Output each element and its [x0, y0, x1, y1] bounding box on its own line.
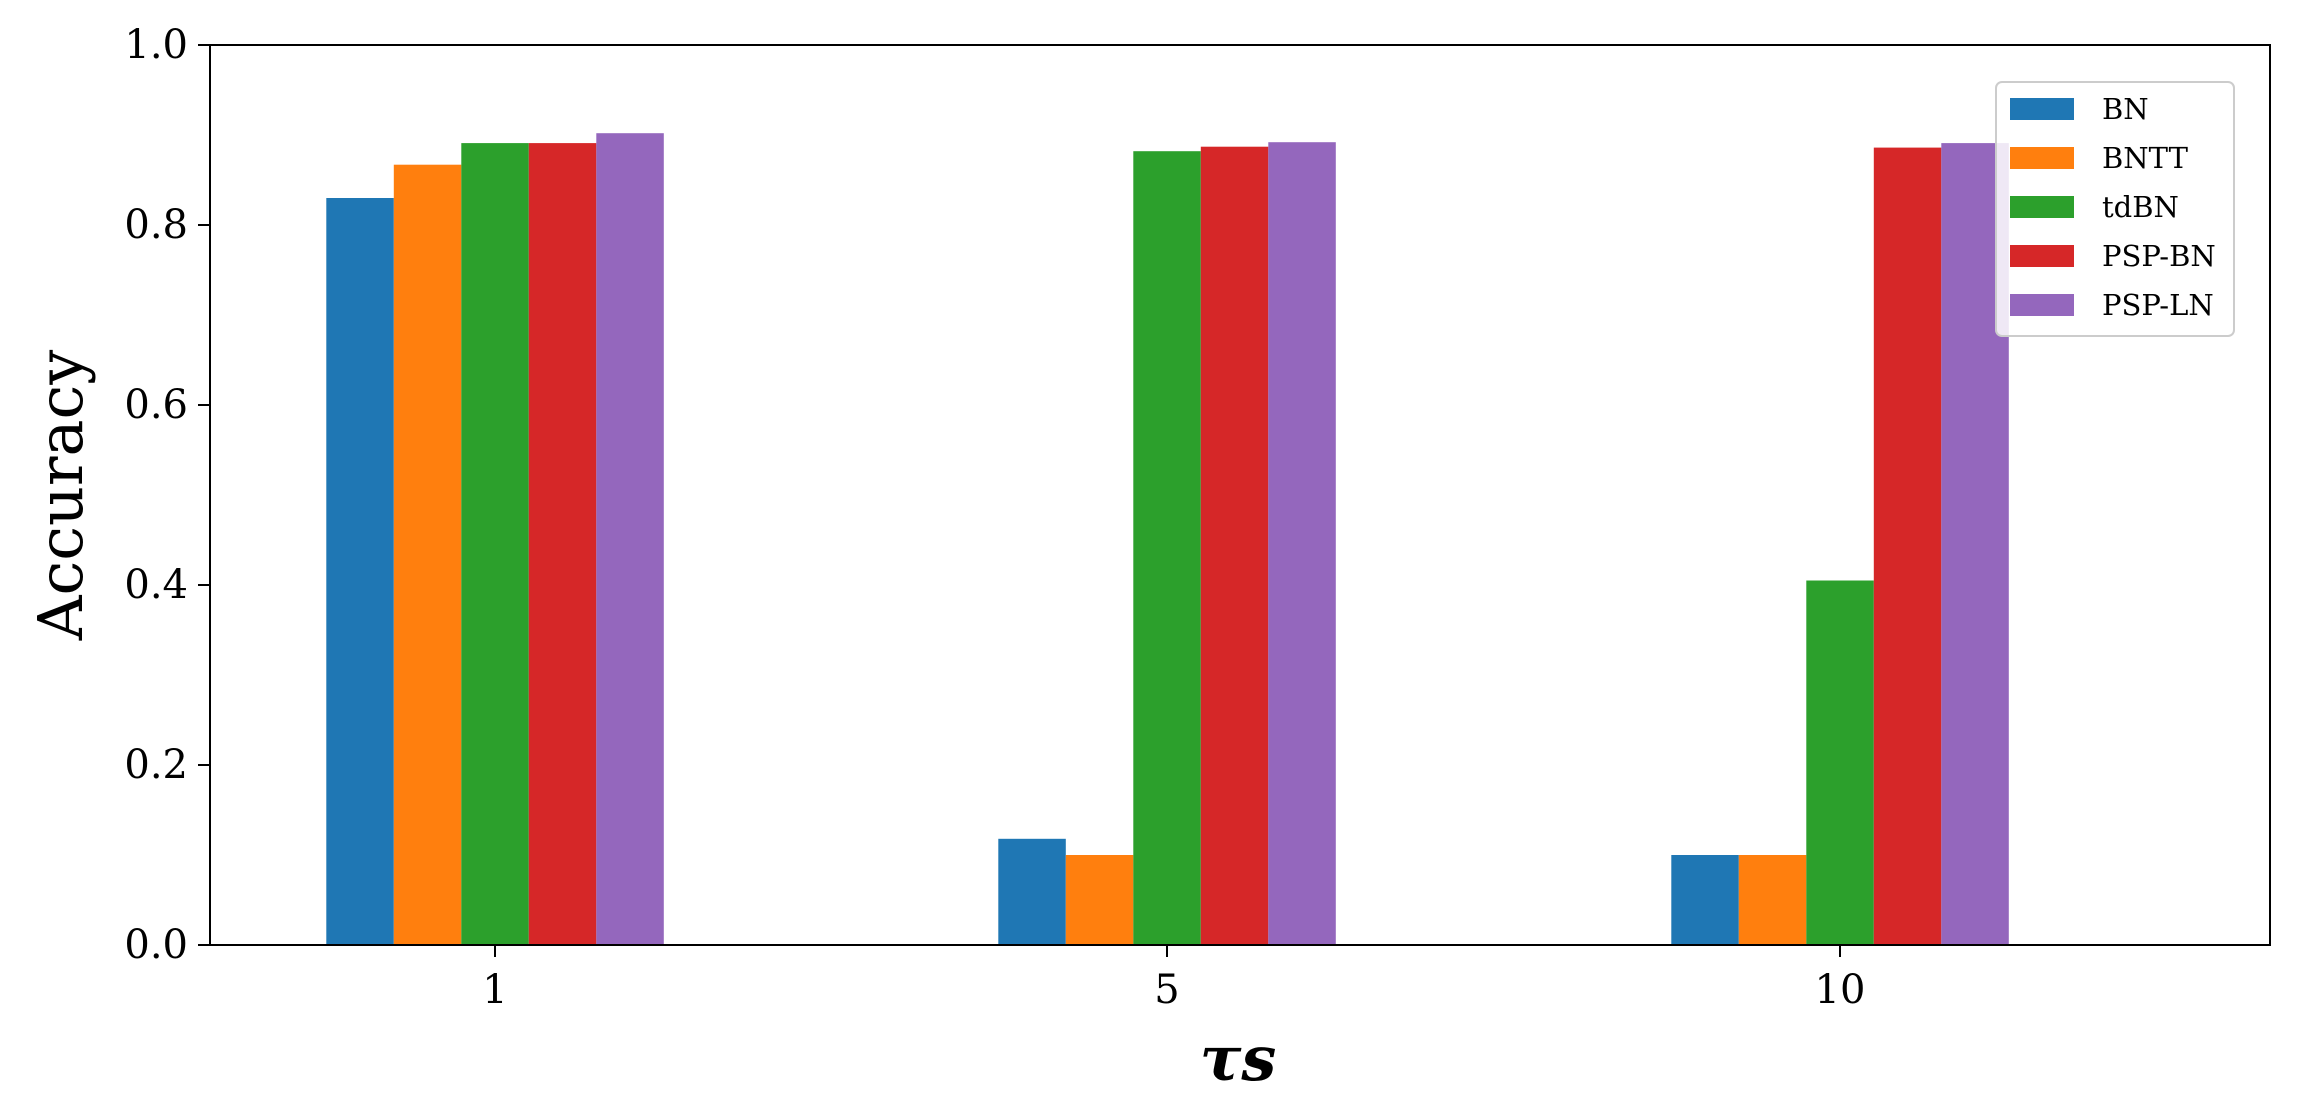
bar-bntt-1: [393, 164, 462, 945]
bar-psp-ln-5: [1268, 142, 1336, 945]
bars-layer: [326, 133, 2009, 946]
legend-swatch-psp-bn: [2010, 245, 2074, 267]
bar-psp-ln-1: [596, 133, 664, 945]
legend-swatch-psp-ln: [2010, 294, 2074, 316]
bar-bntt-10: [1738, 855, 1807, 945]
legend-label-bntt: BNTT: [2102, 141, 2189, 175]
legend-label-psp-ln: PSP-LN: [2102, 288, 2214, 322]
bar-tdbn-10: [1806, 580, 1874, 945]
bar-psp-bn-10: [1873, 147, 1942, 946]
y-axis: 0.0 0.2 0.4 0.6 0.8 1.0: [124, 22, 210, 968]
legend: BN BNTT tdBN PSP-BN PSP-LN: [1995, 81, 2235, 337]
legend-label-psp-bn: PSP-BN: [2102, 239, 2216, 273]
y-tick-label: 1.0: [124, 22, 188, 68]
x-axis-title: τs: [1200, 1022, 1277, 1095]
x-tick-label: 5: [1154, 967, 1179, 1013]
x-axis: 1 5 10: [482, 945, 1865, 1013]
legend-frame: [1995, 81, 2235, 337]
bar-tdbn-5: [1133, 151, 1201, 945]
bar-bntt-5: [1065, 855, 1134, 945]
bar-bn-5: [998, 838, 1066, 945]
y-tick-label: 0.6: [124, 382, 188, 428]
x-tick-label: 1: [482, 967, 507, 1013]
bar-bn-10: [1671, 855, 1739, 945]
legend-swatch-bntt: [2010, 147, 2074, 169]
y-tick-label: 0.0: [124, 922, 188, 968]
bar-tdbn-1: [461, 143, 529, 946]
legend-swatch-bn: [2010, 98, 2074, 120]
legend-label-bn: BN: [2102, 92, 2149, 126]
y-tick-label: 0.8: [124, 202, 188, 248]
bar-psp-bn-1: [528, 143, 597, 946]
bar-psp-bn-5: [1200, 146, 1269, 945]
y-axis-title: Accuracy: [24, 350, 97, 642]
x-tick-label: 10: [1815, 967, 1866, 1013]
y-tick-label: 0.2: [124, 742, 188, 788]
plot-frame: [209, 44, 2271, 946]
y-tick-label: 0.4: [124, 562, 188, 608]
legend-label-tdbn: tdBN: [2102, 190, 2179, 224]
bar-bn-1: [326, 198, 394, 945]
legend-swatch-tdbn: [2010, 196, 2074, 218]
